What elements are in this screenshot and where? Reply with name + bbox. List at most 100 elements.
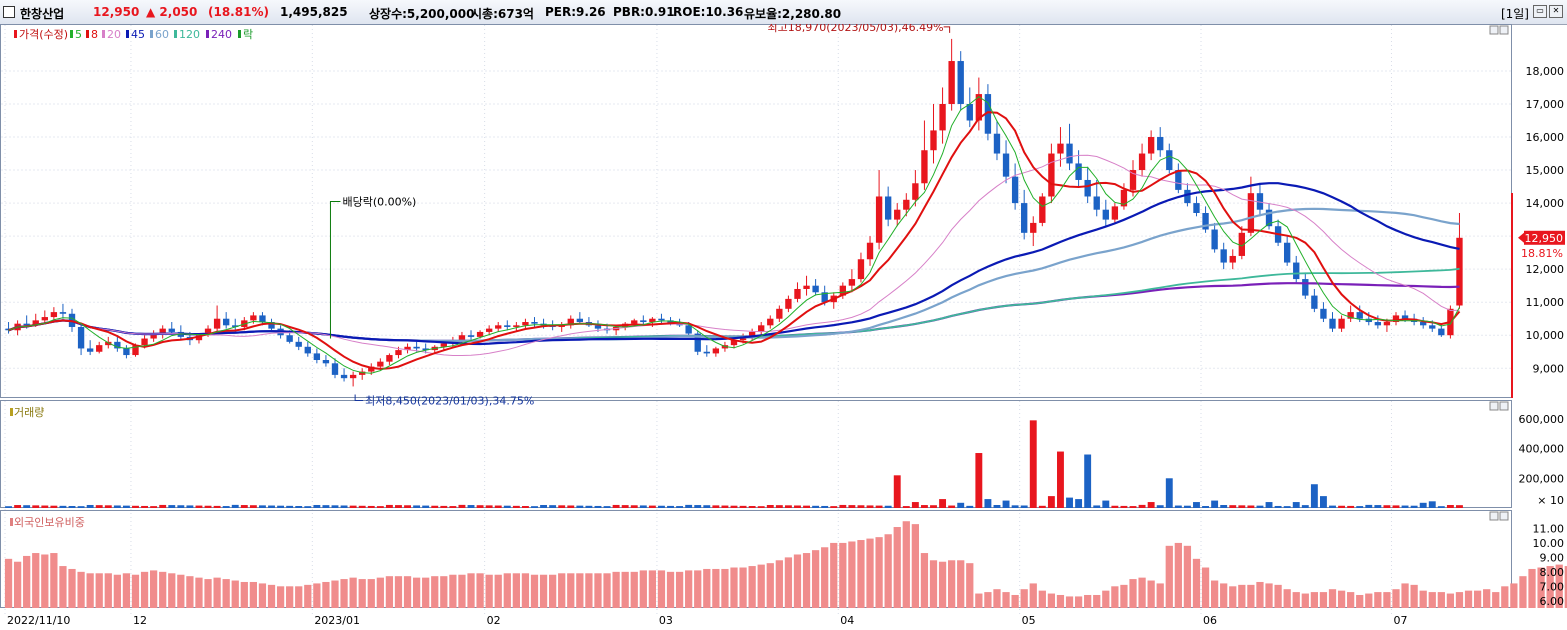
- candle-body: [558, 325, 565, 327]
- reserve-ratio: 유보율:2,280.80: [744, 7, 842, 21]
- foreign-bar-32: [295, 586, 303, 608]
- foreign-bar-70: [639, 570, 647, 608]
- candle-78: [712, 346, 720, 357]
- foreign-bar-165: [1501, 586, 1509, 608]
- foreign-bar-59: [539, 574, 548, 608]
- candle-body: [1438, 328, 1445, 336]
- foreign-bar-53: [485, 574, 493, 608]
- foreign-bar-3: [32, 553, 40, 608]
- foreign-bar-128: [1165, 545, 1173, 608]
- candle-body: [150, 333, 157, 339]
- volume-bar-45: [413, 505, 421, 508]
- foreign-bar-58: [530, 574, 539, 608]
- candle-body: [1147, 137, 1155, 154]
- legend-swatch: [238, 30, 241, 38]
- candle-55: [504, 320, 511, 331]
- foreign-bar-109: [993, 589, 1001, 608]
- pane-close-icon-2: [1499, 511, 1509, 521]
- candle-17: [159, 325, 166, 339]
- candle-93: [848, 269, 856, 293]
- candle-body: [1129, 170, 1137, 190]
- candle-37: [340, 368, 348, 382]
- volume-bar-9: [86, 504, 94, 508]
- foreign-bar-54: [494, 574, 502, 608]
- pane-frame-2: [0, 510, 1512, 608]
- price-tick-label: 12,000: [1526, 263, 1565, 276]
- foreign-bar-159: [1446, 593, 1455, 608]
- period-selector[interactable]: [1일]: [1500, 7, 1529, 21]
- select-checkbox[interactable]: [3, 6, 15, 18]
- stock-chart[interactable]: 9,00010,00011,00012,00013,00014,00015,00…: [0, 24, 1567, 630]
- candle-42: [386, 353, 393, 365]
- candle-body: [1011, 176, 1019, 204]
- foreign-bar-65: [594, 573, 602, 608]
- candle-body: [1039, 196, 1046, 223]
- volume-bar-83: [757, 506, 765, 508]
- candle-103: [939, 87, 946, 144]
- candle-114: [1039, 193, 1046, 227]
- candle-body: [504, 325, 511, 327]
- volume-bar-119: [1084, 454, 1092, 508]
- volume-bar-84: [766, 504, 774, 508]
- current-price-pointer: [1518, 232, 1524, 243]
- volume-bar-143: [1301, 505, 1309, 508]
- candle-body: [875, 196, 883, 243]
- candle-body: [32, 320, 39, 326]
- price-tick-label: 14,000: [1526, 197, 1565, 210]
- candle-body: [223, 318, 230, 326]
- candle-51: [467, 330, 475, 341]
- volume-bar-148: [1347, 505, 1355, 508]
- candle-body: [1429, 325, 1436, 329]
- foreign-bar-82: [748, 566, 756, 608]
- foreign-bar-162: [1473, 590, 1482, 608]
- foreign-bar-101: [920, 553, 929, 608]
- foreign-bar-140: [1274, 584, 1282, 608]
- candle-54: [495, 322, 502, 332]
- volume-bar-116: [1057, 451, 1064, 508]
- candle-body: [59, 312, 67, 314]
- volume-bar-150: [1365, 504, 1373, 508]
- candle-127: [1157, 127, 1164, 157]
- volume-bar-1: [14, 505, 22, 508]
- candle-body: [259, 315, 266, 323]
- candle-body: [331, 363, 339, 375]
- volume-bar-15: [141, 505, 149, 508]
- candle-56: [513, 322, 520, 332]
- candle-body: [105, 341, 112, 346]
- candle-128: [1166, 143, 1173, 174]
- volume-bar-40: [367, 505, 375, 508]
- candle-10: [96, 341, 103, 354]
- foreign-bar-84: [766, 563, 774, 608]
- candle-16: [150, 330, 157, 342]
- volume-bar-153: [1392, 505, 1400, 508]
- foreign-bar-108: [984, 592, 992, 608]
- volume-bar-122: [1111, 505, 1119, 508]
- restore-icon[interactable]: ▭: [1533, 5, 1547, 18]
- foreign-bar-110: [1002, 592, 1010, 608]
- current-pct-label: 18.81%: [1521, 247, 1563, 260]
- volume-bar-78: [712, 505, 720, 508]
- foreign-bar-15: [140, 571, 149, 608]
- foreign-ownership-pane: [4, 521, 1567, 608]
- foreign-bar-171: [1555, 564, 1563, 608]
- candle-body: [195, 335, 203, 341]
- candle-body: [1138, 153, 1146, 171]
- volume-tick-label: 200,000: [1519, 472, 1565, 485]
- close-icon[interactable]: ✕: [1549, 5, 1563, 18]
- candle-body: [313, 353, 321, 361]
- foreign-bar-150: [1365, 593, 1373, 608]
- foreign-bar-129: [1174, 542, 1182, 608]
- volume-bar-105: [957, 502, 965, 508]
- volume-bar-138: [1256, 505, 1264, 508]
- candle-body: [1211, 229, 1218, 250]
- candle-body: [295, 341, 302, 347]
- volume-bar-123: [1120, 505, 1128, 508]
- foreign-bar-155: [1410, 584, 1418, 608]
- current-price-label: 12,950: [1525, 232, 1564, 245]
- volume-bar-38: [349, 505, 357, 508]
- volume-bar-146: [1329, 505, 1336, 508]
- volume-bar-142: [1292, 502, 1300, 508]
- volume-bar-76: [694, 505, 702, 508]
- candle-body: [948, 61, 955, 104]
- volume-bar-69: [630, 505, 638, 508]
